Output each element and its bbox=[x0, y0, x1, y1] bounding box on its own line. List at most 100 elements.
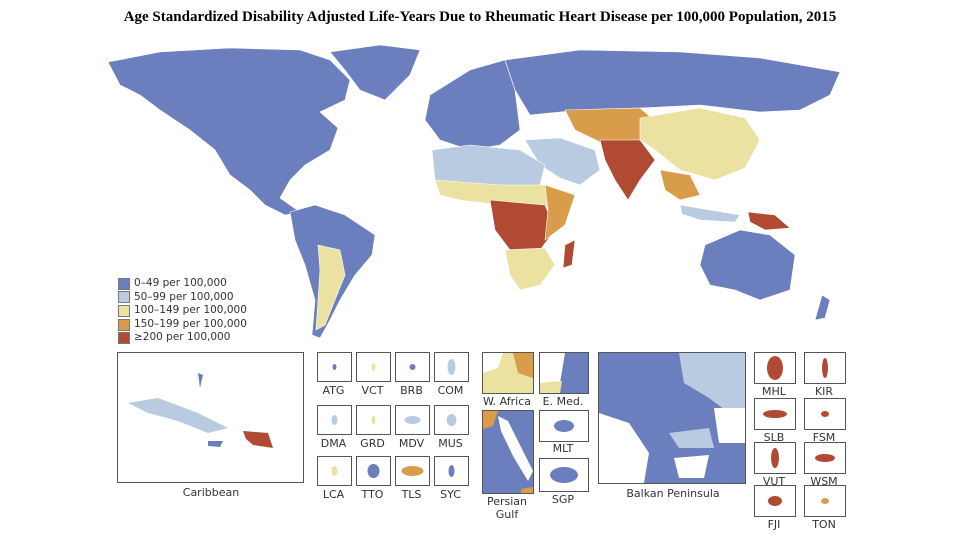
inset-label-mdv: MDV bbox=[398, 437, 425, 450]
inset-label-persian1: Persian bbox=[486, 495, 528, 508]
inset-brb bbox=[395, 352, 430, 382]
legend-item: 150–199 per 100,000 bbox=[118, 318, 247, 332]
legend-item: ≥200 per 100,000 bbox=[118, 331, 247, 345]
new-zealand bbox=[814, 294, 831, 321]
inset-shape-atg bbox=[332, 364, 337, 370]
inset-wafrica bbox=[482, 352, 534, 394]
inset-shape-slb bbox=[763, 410, 787, 418]
inset-shape-vut bbox=[771, 448, 779, 468]
central-africa bbox=[489, 199, 556, 251]
inset-atg bbox=[317, 352, 352, 382]
legend-swatch bbox=[118, 277, 130, 290]
legend-item: 100–149 per 100,000 bbox=[118, 304, 247, 318]
inset-shape-vct bbox=[371, 363, 376, 371]
argentina-bolivia bbox=[315, 244, 346, 331]
inset-dma bbox=[317, 405, 352, 435]
inset-label-slb: SLB bbox=[763, 431, 785, 444]
russia bbox=[504, 49, 841, 116]
inset-label-tls: TLS bbox=[401, 488, 422, 501]
legend-label: ≥200 per 100,000 bbox=[134, 331, 231, 344]
inset-grd bbox=[356, 405, 391, 435]
map-title: Age Standardized Disability Adjusted Lif… bbox=[123, 9, 837, 25]
inset-label-mlt: MLT bbox=[552, 442, 574, 455]
india bbox=[599, 139, 656, 201]
inset-tls bbox=[395, 456, 430, 486]
inset-label-tto: TTO bbox=[361, 488, 384, 501]
inset-shape-fji bbox=[768, 496, 782, 506]
png bbox=[747, 211, 791, 231]
inset-shape-tls bbox=[401, 466, 424, 476]
inset-shape-fsm bbox=[821, 411, 829, 417]
inset-syc bbox=[434, 456, 469, 486]
inset-fji bbox=[754, 485, 796, 517]
inset-kir bbox=[804, 352, 846, 384]
inset-balkan bbox=[598, 352, 746, 484]
inset-ton bbox=[804, 485, 846, 517]
inset-vut bbox=[754, 442, 796, 474]
inset-label-lca: LCA bbox=[322, 488, 345, 501]
legend-label: 50–99 per 100,000 bbox=[134, 290, 234, 303]
inset-label-wsm: WSM bbox=[810, 475, 838, 488]
europe bbox=[424, 59, 521, 151]
australia bbox=[699, 229, 796, 301]
north-america bbox=[107, 47, 351, 216]
inset-com bbox=[434, 352, 469, 382]
inset-shape-grd bbox=[371, 416, 376, 424]
indonesia bbox=[679, 204, 741, 223]
inset-persian bbox=[482, 410, 534, 494]
east-africa bbox=[544, 184, 576, 241]
legend-label: 100–149 per 100,000 bbox=[134, 304, 247, 317]
inset-mus bbox=[434, 405, 469, 435]
southeast-asia bbox=[659, 169, 701, 201]
inset-shape-mhl bbox=[767, 356, 783, 380]
inset-label-syc: SYC bbox=[440, 488, 461, 501]
legend-swatch bbox=[118, 318, 130, 331]
inset-shape-mus bbox=[446, 414, 457, 426]
inset-shape-lca bbox=[331, 466, 338, 476]
inset-mlt bbox=[539, 410, 589, 442]
legend-swatch bbox=[118, 332, 130, 345]
inset-label-ton: TON bbox=[812, 518, 836, 531]
legend-label: 0–49 per 100,000 bbox=[134, 277, 227, 289]
inset-label-kir: KIR bbox=[814, 385, 834, 398]
legend-item: 50–99 per 100,000 bbox=[118, 291, 247, 305]
inset-wsm bbox=[804, 442, 846, 474]
inset-label-mus: MUS bbox=[438, 437, 463, 450]
inset-shape-mdv bbox=[404, 416, 421, 424]
inset-caribbean bbox=[117, 352, 304, 483]
inset-label-wafrica: W. Africa bbox=[483, 395, 531, 408]
inset-label-atg: ATG bbox=[322, 384, 345, 397]
inset-label-grd: GRD bbox=[360, 437, 385, 450]
inset-shape-sgp bbox=[550, 467, 578, 483]
inset-label-dma: DMA bbox=[320, 437, 347, 450]
inset-label-fji: FJI bbox=[767, 518, 781, 531]
greenland bbox=[329, 44, 421, 101]
inset-shape-brb bbox=[409, 364, 416, 370]
inset-label-brb: BRB bbox=[400, 384, 423, 397]
inset-shape-syc bbox=[448, 465, 455, 477]
legend-swatch bbox=[118, 291, 130, 304]
inset-mdv bbox=[395, 405, 430, 435]
inset-shape-mlt bbox=[554, 420, 574, 432]
inset-fsm bbox=[804, 398, 846, 430]
inset-label-vct: VCT bbox=[361, 384, 384, 397]
inset-label-sgp: SGP bbox=[551, 493, 575, 506]
inset-label-mhl: MHL bbox=[762, 385, 786, 398]
legend-label: 150–199 per 100,000 bbox=[134, 317, 247, 330]
inset-label-balkan: Balkan Peninsula bbox=[626, 487, 720, 500]
inset-slb bbox=[754, 398, 796, 430]
inset-mhl bbox=[754, 352, 796, 384]
inset-label-com: COM bbox=[437, 384, 464, 397]
inset-shape-wsm bbox=[815, 454, 835, 462]
southern-africa bbox=[504, 247, 556, 291]
inset-label-emed: E. Med. bbox=[542, 395, 584, 408]
inset-emed bbox=[539, 352, 589, 394]
legend: 0–49 per 100,000 50–99 per 100,000 100–1… bbox=[118, 277, 247, 345]
inset-shape-com bbox=[447, 359, 456, 375]
inset-vct bbox=[356, 352, 391, 382]
inset-shape-tto bbox=[367, 464, 380, 478]
inset-sgp bbox=[539, 458, 589, 492]
madagascar bbox=[562, 239, 576, 269]
inset-label-vut: VUT bbox=[762, 475, 786, 488]
